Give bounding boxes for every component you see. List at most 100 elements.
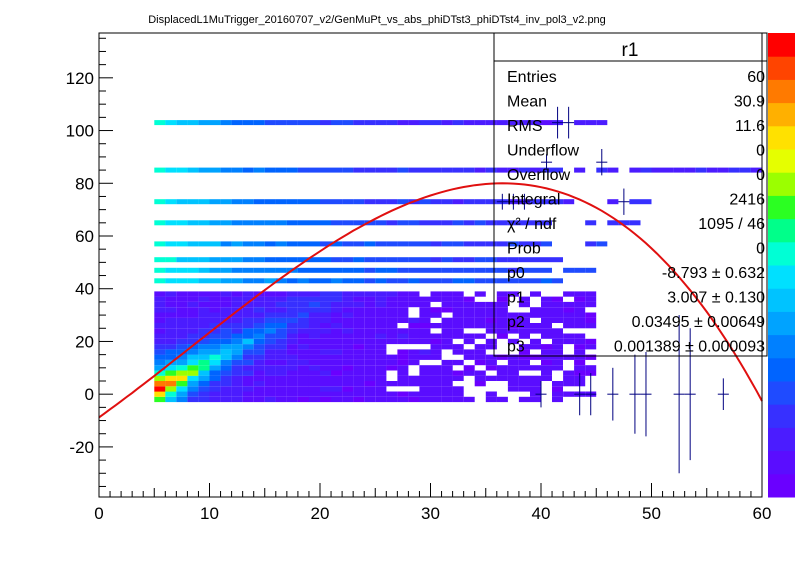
heatmap-band-segment [530, 220, 541, 226]
heatmap-band-segment [220, 120, 232, 126]
heatmap-band-segment [231, 120, 243, 126]
color-scale-segment [768, 56, 795, 80]
heatmap-cell [331, 328, 343, 334]
heatmap-band-segment [176, 220, 188, 226]
heatmap-band-segment [275, 278, 287, 284]
heatmap-cell [507, 375, 519, 381]
heatmap-cell [452, 307, 464, 313]
heatmap-band-segment [552, 167, 563, 173]
heatmap-band-segment [165, 241, 177, 247]
heatmap-band-segment [308, 257, 320, 263]
heatmap-band-segment [209, 241, 221, 247]
fit-curve [98, 182, 763, 419]
heatmap-cell [452, 349, 464, 355]
heatmap-cell [408, 391, 420, 397]
heatmap-cell [452, 301, 464, 308]
heatmap-band-segment [585, 241, 597, 247]
heatmap-cell [496, 317, 508, 323]
heatmap-cell [176, 333, 188, 339]
heatmap-cell [275, 386, 287, 392]
color-scale-segment [768, 102, 795, 127]
heatmap-band-segment [154, 241, 166, 247]
heatmap-cell [518, 349, 530, 355]
heatmap-band-segment [441, 220, 453, 226]
heatmap-cell [463, 317, 475, 323]
heatmap-band-segment [629, 220, 641, 226]
heatmap-band-segment [331, 241, 343, 247]
heatmap-cell [165, 338, 177, 345]
heatmap-cell [530, 312, 541, 318]
heatmap-cell [187, 349, 199, 355]
heatmap-band-segment [640, 199, 652, 205]
heatmap-cell [187, 365, 199, 371]
heatmap-band-segment [253, 257, 265, 263]
heatmap-cell [154, 328, 166, 334]
heatmap-cell [264, 359, 276, 366]
heatmap-cell [474, 301, 486, 308]
heatmap-cell [220, 391, 232, 397]
heatmap-cell [375, 375, 387, 381]
heatmap-cell [176, 396, 188, 403]
heatmap-cell [154, 365, 166, 371]
heatmap-band-segment [375, 267, 387, 273]
heatmap-cell [176, 344, 188, 350]
heatmap-band-segment [342, 241, 354, 247]
heatmap-band-segment [308, 120, 320, 126]
heatmap-band-segment [220, 199, 232, 205]
heatmap-cell [463, 307, 475, 313]
heatmap-cell [375, 307, 387, 313]
heatmap-cell [286, 381, 298, 387]
heatmap-cell [308, 375, 320, 381]
heatmap-bands [154, 120, 762, 284]
heatmap-band-segment [165, 220, 177, 226]
heatmap-cell [253, 349, 265, 355]
color-scale-segment [768, 79, 795, 104]
heatmap-cell [331, 301, 343, 308]
heatmap-cell [297, 291, 309, 297]
heatmap-cell [308, 396, 320, 403]
heatmap-cell [507, 370, 519, 376]
heatmap-cell [353, 386, 365, 392]
color-scale-segment [768, 172, 795, 196]
heatmap-cell [541, 323, 552, 329]
heatmap-cell [430, 381, 442, 387]
heatmap-cell [364, 391, 376, 397]
heatmap-cell [585, 354, 597, 360]
heatmap-band-segment [684, 167, 696, 173]
heatmap-band-segment [165, 199, 177, 205]
stats-row-label: Underflow [507, 143, 579, 160]
heatmap-cell [563, 307, 575, 313]
heatmap-cell [574, 354, 586, 360]
heatmap-cell [154, 396, 166, 403]
heatmap-band-segment [209, 278, 221, 284]
heatmap-cell [209, 365, 221, 371]
heatmap-cell [419, 296, 431, 302]
heatmap-cell [320, 307, 331, 313]
heatmap-band-segment [430, 120, 442, 126]
heatmap-cell [375, 312, 387, 318]
heatmap-cell [430, 312, 442, 318]
heatmap-cell [331, 333, 343, 339]
heatmap-cell [209, 386, 221, 392]
heatmap-band-segment [176, 167, 188, 173]
heatmap-cell [264, 365, 276, 371]
heatmap-cell [507, 323, 519, 329]
heatmap-cell [342, 344, 354, 350]
heatmap-cell [541, 344, 552, 350]
heatmap-cell [242, 307, 254, 313]
heatmap-cell [485, 312, 497, 318]
heatmap-cell [275, 391, 287, 397]
heatmap-cell [242, 344, 254, 350]
heatmap-cell [198, 344, 210, 350]
color-scale-bar [768, 33, 795, 498]
heatmap-cell [231, 381, 243, 387]
heatmap-band-segment [585, 120, 597, 126]
heatmap-cell [320, 365, 331, 371]
heatmap-cell [419, 375, 431, 381]
heatmap-cell [430, 396, 442, 403]
heatmap-band-segment [496, 257, 508, 263]
heatmap-cell [198, 291, 210, 297]
heatmap-cell [286, 359, 298, 366]
heatmap-cell [563, 301, 575, 308]
heatmap-cell [507, 291, 519, 297]
